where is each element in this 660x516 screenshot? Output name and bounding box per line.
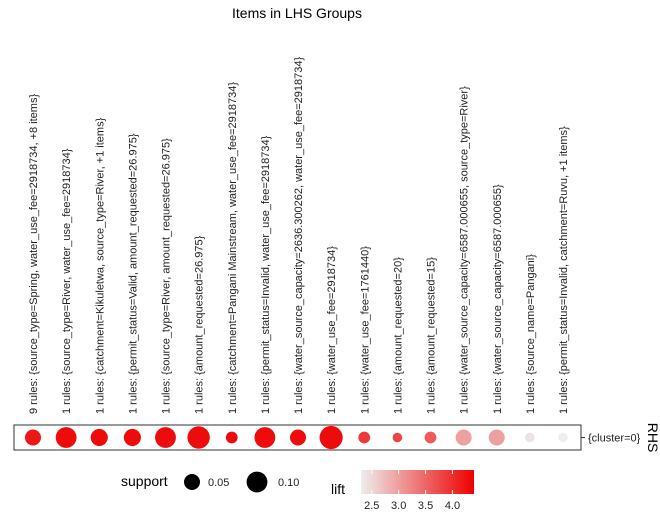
lhs-labels: 9 rules: {source_type=Spring, water_use_…	[28, 57, 570, 414]
lhs-group-point	[90, 428, 108, 447]
lhs-group-point	[187, 426, 210, 449]
lhs-group-label: 1 rules: {source_type=River, water_use_f…	[61, 148, 73, 414]
lhs-group-point	[424, 431, 437, 444]
lhs-group-label: 1 rules: {water_use_fee=1761440}	[359, 246, 371, 414]
lhs-group-point	[392, 432, 403, 443]
lhs-group-point	[155, 427, 176, 448]
lhs-group-point	[358, 431, 371, 444]
support-legend-title: support	[121, 473, 168, 489]
lift-legend-title: lift	[331, 481, 345, 497]
lhs-group-point	[289, 429, 307, 446]
lift-legend-tick-label: 4.0	[445, 500, 460, 512]
lhs-group-point	[254, 427, 276, 448]
rhs-tick-label: {cluster=0}	[588, 433, 641, 445]
lhs-group-point	[488, 429, 505, 446]
chart-points	[24, 425, 568, 450]
rhs-axis-label: RHS	[645, 423, 660, 453]
lift-legend-tick-label: 3.0	[391, 500, 406, 512]
lhs-group-label: 1 rules: {water_source_capacity=6587.000…	[492, 184, 504, 414]
lhs-group-label: 9 rules: {source_type=Spring, water_use_…	[28, 94, 40, 414]
lift-legend-tick-label: 2.5	[364, 500, 379, 512]
lhs-group-point	[319, 425, 343, 450]
lhs-group-point	[558, 432, 568, 443]
lhs-group-label: 1 rules: {water_source_capacity=6587.000…	[459, 86, 471, 414]
lhs-group-point	[525, 432, 535, 443]
support-legend-key	[246, 471, 268, 493]
lhs-group-label: 1 rules: {permit_status=Valid, amount_re…	[127, 133, 139, 414]
lhs-group-label: 1 rules: {water_source_capacity=2636.300…	[293, 57, 305, 414]
support-legend-label: 0.10	[278, 477, 299, 489]
lift-legend: lift 2.5 3.0 3.5 4.0	[331, 470, 474, 512]
lhs-group-point	[24, 429, 42, 446]
lhs-group-label: 1 rules: {catchment=Kikuletwa, source_ty…	[94, 117, 106, 414]
lhs-group-label: 1 rules: {amount_requested=26.975}	[194, 235, 206, 414]
lhs-group-label: 1 rules: {permit_status=Invalid, catchme…	[558, 126, 570, 414]
lhs-group-label: 1 rules: {water_use_fee=2918734}	[326, 246, 338, 414]
lhs-group-label: 1 rules: {permit_status=Invalid, water_u…	[260, 135, 272, 414]
support-legend-label: 0.05	[208, 477, 229, 489]
lift-legend-tick-label: 3.5	[418, 500, 433, 512]
lift-colorbar	[361, 470, 474, 494]
support-legend-key	[183, 473, 201, 491]
lhs-group-point	[55, 427, 77, 448]
lhs-group-point	[123, 428, 141, 447]
lhs-group-point	[225, 431, 238, 444]
lhs-group-label: 1 rules: {source_name=Pangani}	[525, 254, 537, 414]
lhs-group-label: 1 rules: {amount_requested=20}	[392, 257, 404, 414]
chart-title: Items in LHS Groups	[232, 5, 362, 21]
support-legend: support 0.05 0.10	[121, 471, 299, 493]
lhs-group-label: 1 rules: {source_type=River, amount_requ…	[161, 138, 173, 414]
lhs-group-label: 1 rules: {catchment=Pangani Mainstream, …	[227, 82, 239, 414]
lhs-group-point	[455, 429, 472, 446]
lhs-group-label: 1 rules: {amount_requested=15}	[426, 257, 438, 414]
